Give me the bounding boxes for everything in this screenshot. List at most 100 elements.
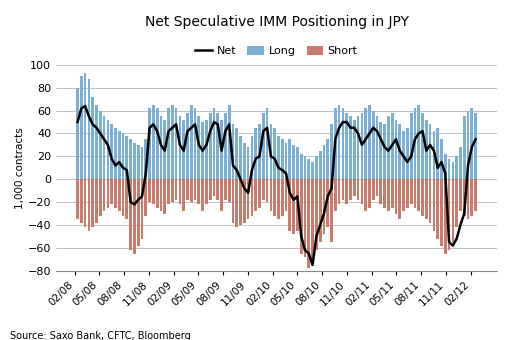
Bar xyxy=(258,179,261,208)
Bar xyxy=(357,179,359,200)
Bar xyxy=(247,179,249,219)
Bar xyxy=(167,179,170,204)
Bar xyxy=(205,179,208,204)
Bar xyxy=(80,76,82,179)
Bar xyxy=(455,156,458,179)
Bar xyxy=(429,124,432,179)
Bar xyxy=(452,179,454,242)
Bar xyxy=(133,143,136,179)
Bar xyxy=(236,179,238,227)
Bar xyxy=(209,113,211,179)
Bar xyxy=(455,179,458,227)
Bar xyxy=(436,179,439,239)
Bar xyxy=(440,139,443,179)
Bar xyxy=(466,110,470,179)
Bar xyxy=(114,128,117,179)
Bar xyxy=(334,108,337,179)
Bar xyxy=(326,139,329,179)
Text: Source: Saxo Bank, CFTC, Bloomberg: Source: Saxo Bank, CFTC, Bloomberg xyxy=(10,331,191,340)
Bar xyxy=(243,143,246,179)
Bar xyxy=(334,179,337,211)
Bar xyxy=(398,124,401,179)
Bar xyxy=(376,179,378,197)
Bar xyxy=(231,179,234,223)
Bar xyxy=(447,159,451,179)
Bar xyxy=(118,179,121,211)
Bar xyxy=(311,179,314,265)
Bar xyxy=(459,179,462,211)
Bar xyxy=(379,179,382,204)
Bar xyxy=(387,116,390,179)
Bar xyxy=(391,113,394,179)
Bar xyxy=(304,179,306,257)
Bar xyxy=(179,116,181,179)
Bar xyxy=(425,120,428,179)
Bar xyxy=(148,108,151,179)
Bar xyxy=(76,179,79,219)
Bar xyxy=(319,151,322,179)
Bar xyxy=(323,145,325,179)
Bar xyxy=(163,179,166,214)
Bar xyxy=(433,179,435,231)
Bar xyxy=(91,97,94,179)
Bar xyxy=(156,108,159,179)
Bar xyxy=(156,179,159,208)
Bar xyxy=(360,113,363,179)
Bar xyxy=(410,113,413,179)
Bar xyxy=(444,179,446,254)
Bar xyxy=(179,179,181,204)
Bar xyxy=(217,113,219,179)
Bar xyxy=(315,156,318,179)
Bar xyxy=(106,179,109,208)
Bar xyxy=(383,124,386,179)
Bar xyxy=(141,179,143,239)
Bar xyxy=(342,179,344,200)
Bar xyxy=(326,179,329,227)
Bar xyxy=(459,147,462,179)
Bar xyxy=(228,105,230,179)
Bar xyxy=(395,120,397,179)
Bar xyxy=(137,145,140,179)
Bar xyxy=(236,128,238,179)
Bar xyxy=(319,179,322,242)
Bar xyxy=(391,179,394,208)
Bar xyxy=(182,120,185,179)
Bar xyxy=(103,116,105,179)
Bar xyxy=(175,108,178,179)
Bar xyxy=(285,143,287,179)
Bar xyxy=(273,128,276,179)
Bar xyxy=(288,179,291,231)
Bar xyxy=(118,131,121,179)
Bar xyxy=(254,128,257,179)
Bar xyxy=(186,179,189,200)
Bar xyxy=(175,179,178,200)
Bar xyxy=(243,179,246,223)
Bar xyxy=(395,179,397,214)
Bar xyxy=(160,179,162,211)
Bar xyxy=(307,179,310,268)
Bar xyxy=(466,179,470,219)
Bar xyxy=(471,108,473,179)
Bar xyxy=(144,139,147,179)
Bar xyxy=(190,105,193,179)
Bar xyxy=(387,179,390,211)
Bar xyxy=(88,79,90,179)
Bar xyxy=(125,179,128,219)
Bar xyxy=(152,179,155,204)
Bar xyxy=(209,179,211,200)
Bar xyxy=(281,139,284,179)
Bar xyxy=(417,179,420,211)
Bar xyxy=(379,122,382,179)
Bar xyxy=(285,179,287,211)
Bar xyxy=(376,116,378,179)
Bar xyxy=(201,179,204,211)
Bar xyxy=(338,179,340,204)
Bar xyxy=(281,179,284,216)
Bar xyxy=(433,131,435,179)
Bar xyxy=(421,179,424,216)
Bar xyxy=(311,162,314,179)
Bar xyxy=(425,179,428,219)
Bar xyxy=(402,131,405,179)
Bar xyxy=(266,179,268,202)
Bar xyxy=(262,179,265,200)
